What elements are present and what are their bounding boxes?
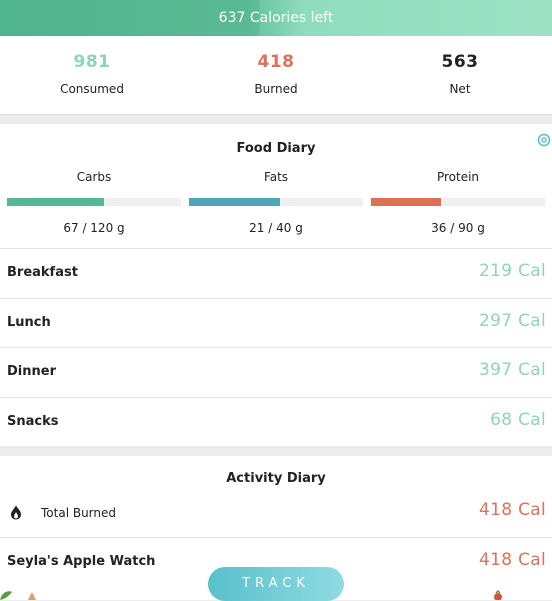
activity-source-name: Seyla's Apple Watch bbox=[7, 554, 156, 569]
macro-carbs-amount: 67 / 120 g bbox=[63, 221, 125, 235]
track-button[interactable]: TRACK bbox=[208, 567, 344, 601]
calories-left-text: 637 Calories left bbox=[218, 10, 334, 26]
burned-label: Burned bbox=[254, 82, 298, 96]
summary-burned: 418 Burned bbox=[184, 36, 368, 96]
protein-progress-fill bbox=[371, 198, 441, 206]
total-burned-label: Total Burned bbox=[41, 506, 117, 520]
macro-carbs: Carbs 67 / 120 g bbox=[7, 170, 181, 235]
activity-source-calories: 418 Cal bbox=[479, 550, 546, 570]
meal-calories: 297 Cal bbox=[479, 311, 546, 331]
activity-source-row[interactable]: Seyla's Apple Watch 418 Cal bbox=[0, 537, 552, 587]
macro-fats: Fats 21 / 40 g bbox=[189, 170, 363, 235]
consumed-label: Consumed bbox=[60, 82, 124, 96]
carbs-progress-track bbox=[7, 198, 181, 206]
activity-diary-title: Activity Diary bbox=[226, 471, 326, 486]
summary-net: 563 Net bbox=[368, 36, 552, 96]
calories-left-banner: 637 Calories left bbox=[0, 0, 552, 36]
meal-calories: 397 Cal bbox=[479, 360, 546, 380]
macro-fats-label: Fats bbox=[263, 170, 289, 184]
summary-consumed: 981 Consumed bbox=[0, 36, 184, 96]
total-burned-calories: 418 Cal bbox=[479, 500, 546, 520]
fats-progress-track bbox=[189, 198, 363, 206]
protein-progress-track bbox=[371, 198, 545, 206]
meal-calories: 219 Cal bbox=[479, 261, 546, 281]
net-label: Net bbox=[449, 82, 471, 96]
meal-row-dinner[interactable]: Dinner 397 Cal bbox=[0, 347, 552, 397]
macro-carbs-label: Carbs bbox=[76, 170, 112, 184]
fats-progress-fill bbox=[189, 198, 281, 206]
macro-protein-label: Protein bbox=[436, 170, 480, 184]
food-diary-section: Food Diary Carbs 67 / 120 g Fats 21 / 40… bbox=[0, 124, 552, 446]
meal-name: Dinner bbox=[7, 364, 56, 379]
meal-row-snacks[interactable]: Snacks 68 Cal bbox=[0, 397, 552, 447]
net-value: 563 bbox=[441, 52, 479, 72]
meal-name: Breakfast bbox=[7, 265, 78, 280]
activity-diary-section: Activity Diary Total Burned 418 Cal Seyl… bbox=[0, 456, 552, 600]
gear-icon[interactable] bbox=[537, 133, 551, 147]
macro-protein-amount: 36 / 90 g bbox=[431, 221, 485, 235]
consumed-value: 981 bbox=[73, 52, 111, 72]
meal-row-lunch[interactable]: Lunch 297 Cal bbox=[0, 298, 552, 348]
leaf-icon bbox=[0, 591, 12, 600]
carbs-progress-fill bbox=[7, 198, 105, 206]
food-diary-title: Food Diary bbox=[236, 141, 316, 156]
tomato-icon bbox=[494, 589, 502, 600]
total-burned-row[interactable]: Total Burned 418 Cal bbox=[0, 488, 552, 537]
meal-row-breakfast[interactable]: Breakfast 219 Cal bbox=[0, 248, 552, 298]
burned-value: 418 bbox=[257, 52, 295, 72]
macro-protein: Protein 36 / 90 g bbox=[371, 170, 545, 235]
meal-calories: 68 Cal bbox=[490, 410, 546, 430]
meal-name: Snacks bbox=[7, 414, 59, 429]
meal-name: Lunch bbox=[7, 315, 51, 330]
calories-progress-fill bbox=[0, 0, 260, 36]
flame-icon bbox=[11, 505, 21, 520]
carrot-icon bbox=[28, 592, 36, 600]
macro-fats-amount: 21 / 40 g bbox=[249, 221, 303, 235]
calorie-summary: 981 Consumed 418 Burned 563 Net bbox=[0, 36, 552, 115]
